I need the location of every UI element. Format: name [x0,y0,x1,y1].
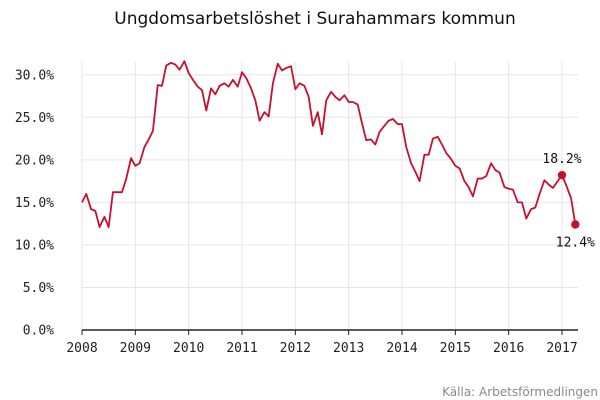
data-label: 18.2% [542,152,581,167]
x-tick-label: 2013 [333,341,364,356]
y-tick-label: 25.0% [15,111,54,126]
x-tick-label: 2008 [66,341,97,356]
chart-title: Ungdomsarbetslöshet i Surahammars kommun [114,9,515,29]
y-tick-label: 0.0% [23,324,54,339]
axis-layer: 0.0% 5.0% 10.0% 15.0% 20.0% 25.0% 30.0% 2008 200… [15,68,578,356]
series-layer [81,60,577,228]
y-tick-label: 20.0% [15,153,54,168]
x-tick-label: 2009 [120,341,151,356]
data-point-marker [571,220,580,229]
source-credit: Källa: Arbetsförmedlingen [442,385,598,399]
y-tick-label: 10.0% [15,238,54,253]
annotation-layer: 18.2% 12.4% [542,152,595,250]
series-line [81,60,577,228]
x-tick-label: 2015 [440,341,471,356]
x-tick-label: 2017 [546,341,577,356]
x-tick-label: 2012 [280,341,311,356]
y-tick-label: 30.0% [15,68,54,83]
x-tick-label: 2010 [173,341,204,356]
y-tick-label: 15.0% [15,196,54,211]
data-point-marker [557,170,567,180]
x-tick-label: 2011 [226,341,257,356]
x-tick-label: 2016 [493,341,524,356]
data-label: 12.4% [556,236,595,251]
x-tick-label: 2014 [386,341,417,356]
y-tick-label: 5.0% [23,281,54,296]
